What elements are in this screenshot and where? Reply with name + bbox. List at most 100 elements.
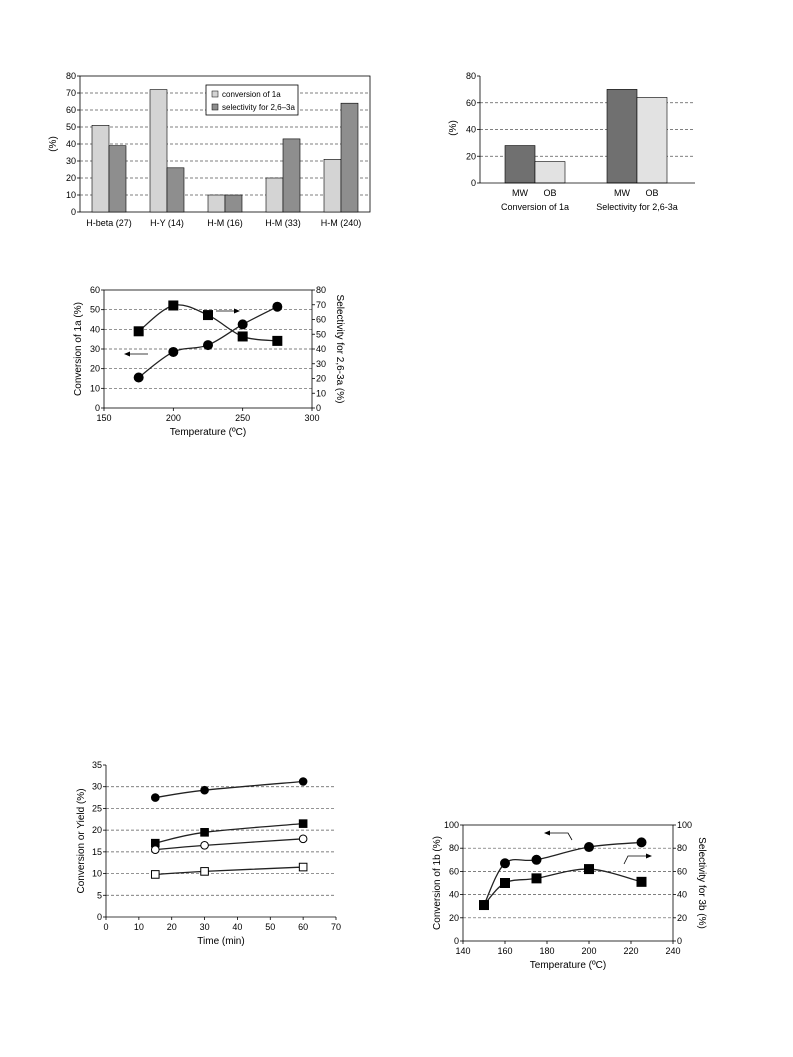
data-point (500, 858, 510, 869)
bar-label: MW (512, 188, 528, 198)
data-point (168, 346, 179, 357)
y-tick-label: 20 (677, 913, 687, 923)
data-point (298, 862, 308, 872)
data-point (272, 335, 283, 346)
x-tick-label: 50 (265, 922, 275, 932)
y-tick-label: 20 (92, 825, 102, 835)
y-tick-label: 40 (90, 324, 100, 334)
y-tick-label: 20 (66, 173, 76, 183)
data-point (531, 873, 542, 884)
y-tick-label: 20 (316, 374, 326, 384)
y-tick-label: 20 (449, 913, 459, 923)
x-tick-label: 200 (166, 413, 181, 423)
y-tick-label: 0 (95, 403, 100, 413)
bar (504, 145, 536, 184)
legend-swatch-selectivity (211, 103, 219, 111)
y-tick-label: 40 (466, 125, 476, 135)
y-axis-label: (%) (48, 136, 59, 152)
x-tick-label: 60 (298, 922, 308, 932)
y-tick-label: 30 (92, 782, 102, 792)
chart-mw-ob-bars: 0 20 40 60 80 MW OB MW OB Conversion of 1a Selec… (448, 71, 695, 212)
bar-label: OB (645, 188, 658, 198)
data-point (133, 372, 144, 383)
y-axis-label: (%) (448, 120, 459, 136)
data-point (168, 300, 179, 311)
bar-label: OB (543, 188, 556, 198)
x-tick-label: 240 (665, 946, 680, 956)
data-point (200, 828, 209, 837)
y-tick-label: 0 (454, 936, 459, 946)
data-point (237, 331, 248, 342)
data-point (479, 900, 489, 911)
x-tick-label: 150 (96, 413, 111, 423)
x-tick-label: H-M (33) (265, 218, 301, 228)
data-point (531, 854, 542, 865)
bar (340, 102, 359, 213)
x-tick-label: 20 (167, 922, 177, 932)
y-tick-label: 60 (316, 315, 326, 325)
y-tick-label: 10 (90, 383, 100, 393)
y-tick-label: 80 (466, 71, 476, 81)
data-point (272, 301, 283, 312)
data-point (200, 867, 209, 876)
data-point (237, 319, 248, 330)
y2-axis-label: Selectivity for 2,6-3a (%) (334, 295, 345, 404)
x-tick-label: H-M (240) (321, 218, 362, 228)
data-point (200, 785, 209, 795)
y-tick-label: 30 (66, 156, 76, 166)
bar (636, 97, 668, 184)
data-point (298, 819, 308, 828)
series-line (483, 841, 642, 906)
data-point (150, 845, 160, 854)
plot-frame (462, 824, 674, 942)
x-tick-label: H-M (16) (207, 218, 243, 228)
y-tick-label: 70 (66, 88, 76, 98)
y-tick-label: 40 (677, 890, 687, 900)
y-tick-label: 10 (92, 869, 102, 879)
x-tick-label: 220 (623, 946, 638, 956)
legend-label-selectivity: selectivity for 2,6–3a (222, 103, 295, 112)
bar-label: MW (614, 188, 630, 198)
y-tick-label: 50 (90, 305, 100, 315)
y-tick-label: 30 (90, 344, 100, 354)
x-tick-label: 200 (581, 946, 596, 956)
x-tick-label: 70 (331, 922, 341, 932)
x-axis-label: Temperature (ºC) (530, 960, 606, 971)
chart-temperature-1b: 0 20 40 60 80 100 0 20 40 60 80 100 140 160 180 200 22… (432, 820, 707, 971)
y-tick-label: 80 (449, 843, 459, 853)
y-tick-label: 40 (449, 890, 459, 900)
x-tick-label: 140 (455, 946, 470, 956)
y-tick-label: 0 (471, 178, 476, 188)
y-tick-label: 30 (316, 359, 326, 369)
bar (166, 167, 185, 213)
x-tick-label: 40 (232, 922, 242, 932)
data-point (584, 864, 594, 875)
data-point (133, 326, 144, 337)
chart-time: 0 5 10 15 20 25 30 35 0 10 20 30 40 50 60 70 Time (min… (76, 760, 341, 947)
bar (606, 89, 638, 184)
y-tick-label: 100 (444, 820, 459, 830)
legend: conversion of 1a selectivity for 2,6–3a (205, 84, 299, 116)
y-tick-label: 20 (90, 364, 100, 374)
legend-swatch-conversion (211, 90, 219, 98)
data-point (636, 876, 647, 887)
y-tick-label: 50 (66, 122, 76, 132)
x-tick-label: 250 (235, 413, 250, 423)
x-tick-label: H-Y (14) (150, 218, 184, 228)
data-point (150, 870, 160, 879)
y-tick-label: 60 (90, 285, 100, 295)
bar (224, 194, 243, 213)
axis-arrows (124, 308, 240, 357)
data-point (584, 842, 594, 853)
data-point (298, 834, 308, 844)
x-tick-label: 10 (134, 922, 144, 932)
y-tick-label: 60 (466, 98, 476, 108)
y-tick-label: 10 (316, 388, 326, 398)
x-tick-label: 180 (539, 946, 554, 956)
y-tick-label: 80 (66, 71, 76, 81)
y-tick-label: 60 (66, 105, 76, 115)
data-point (203, 340, 213, 351)
x-tick-label: 0 (103, 922, 108, 932)
y-tick-label: 60 (677, 866, 687, 876)
y-tick-label: 0 (97, 912, 102, 922)
